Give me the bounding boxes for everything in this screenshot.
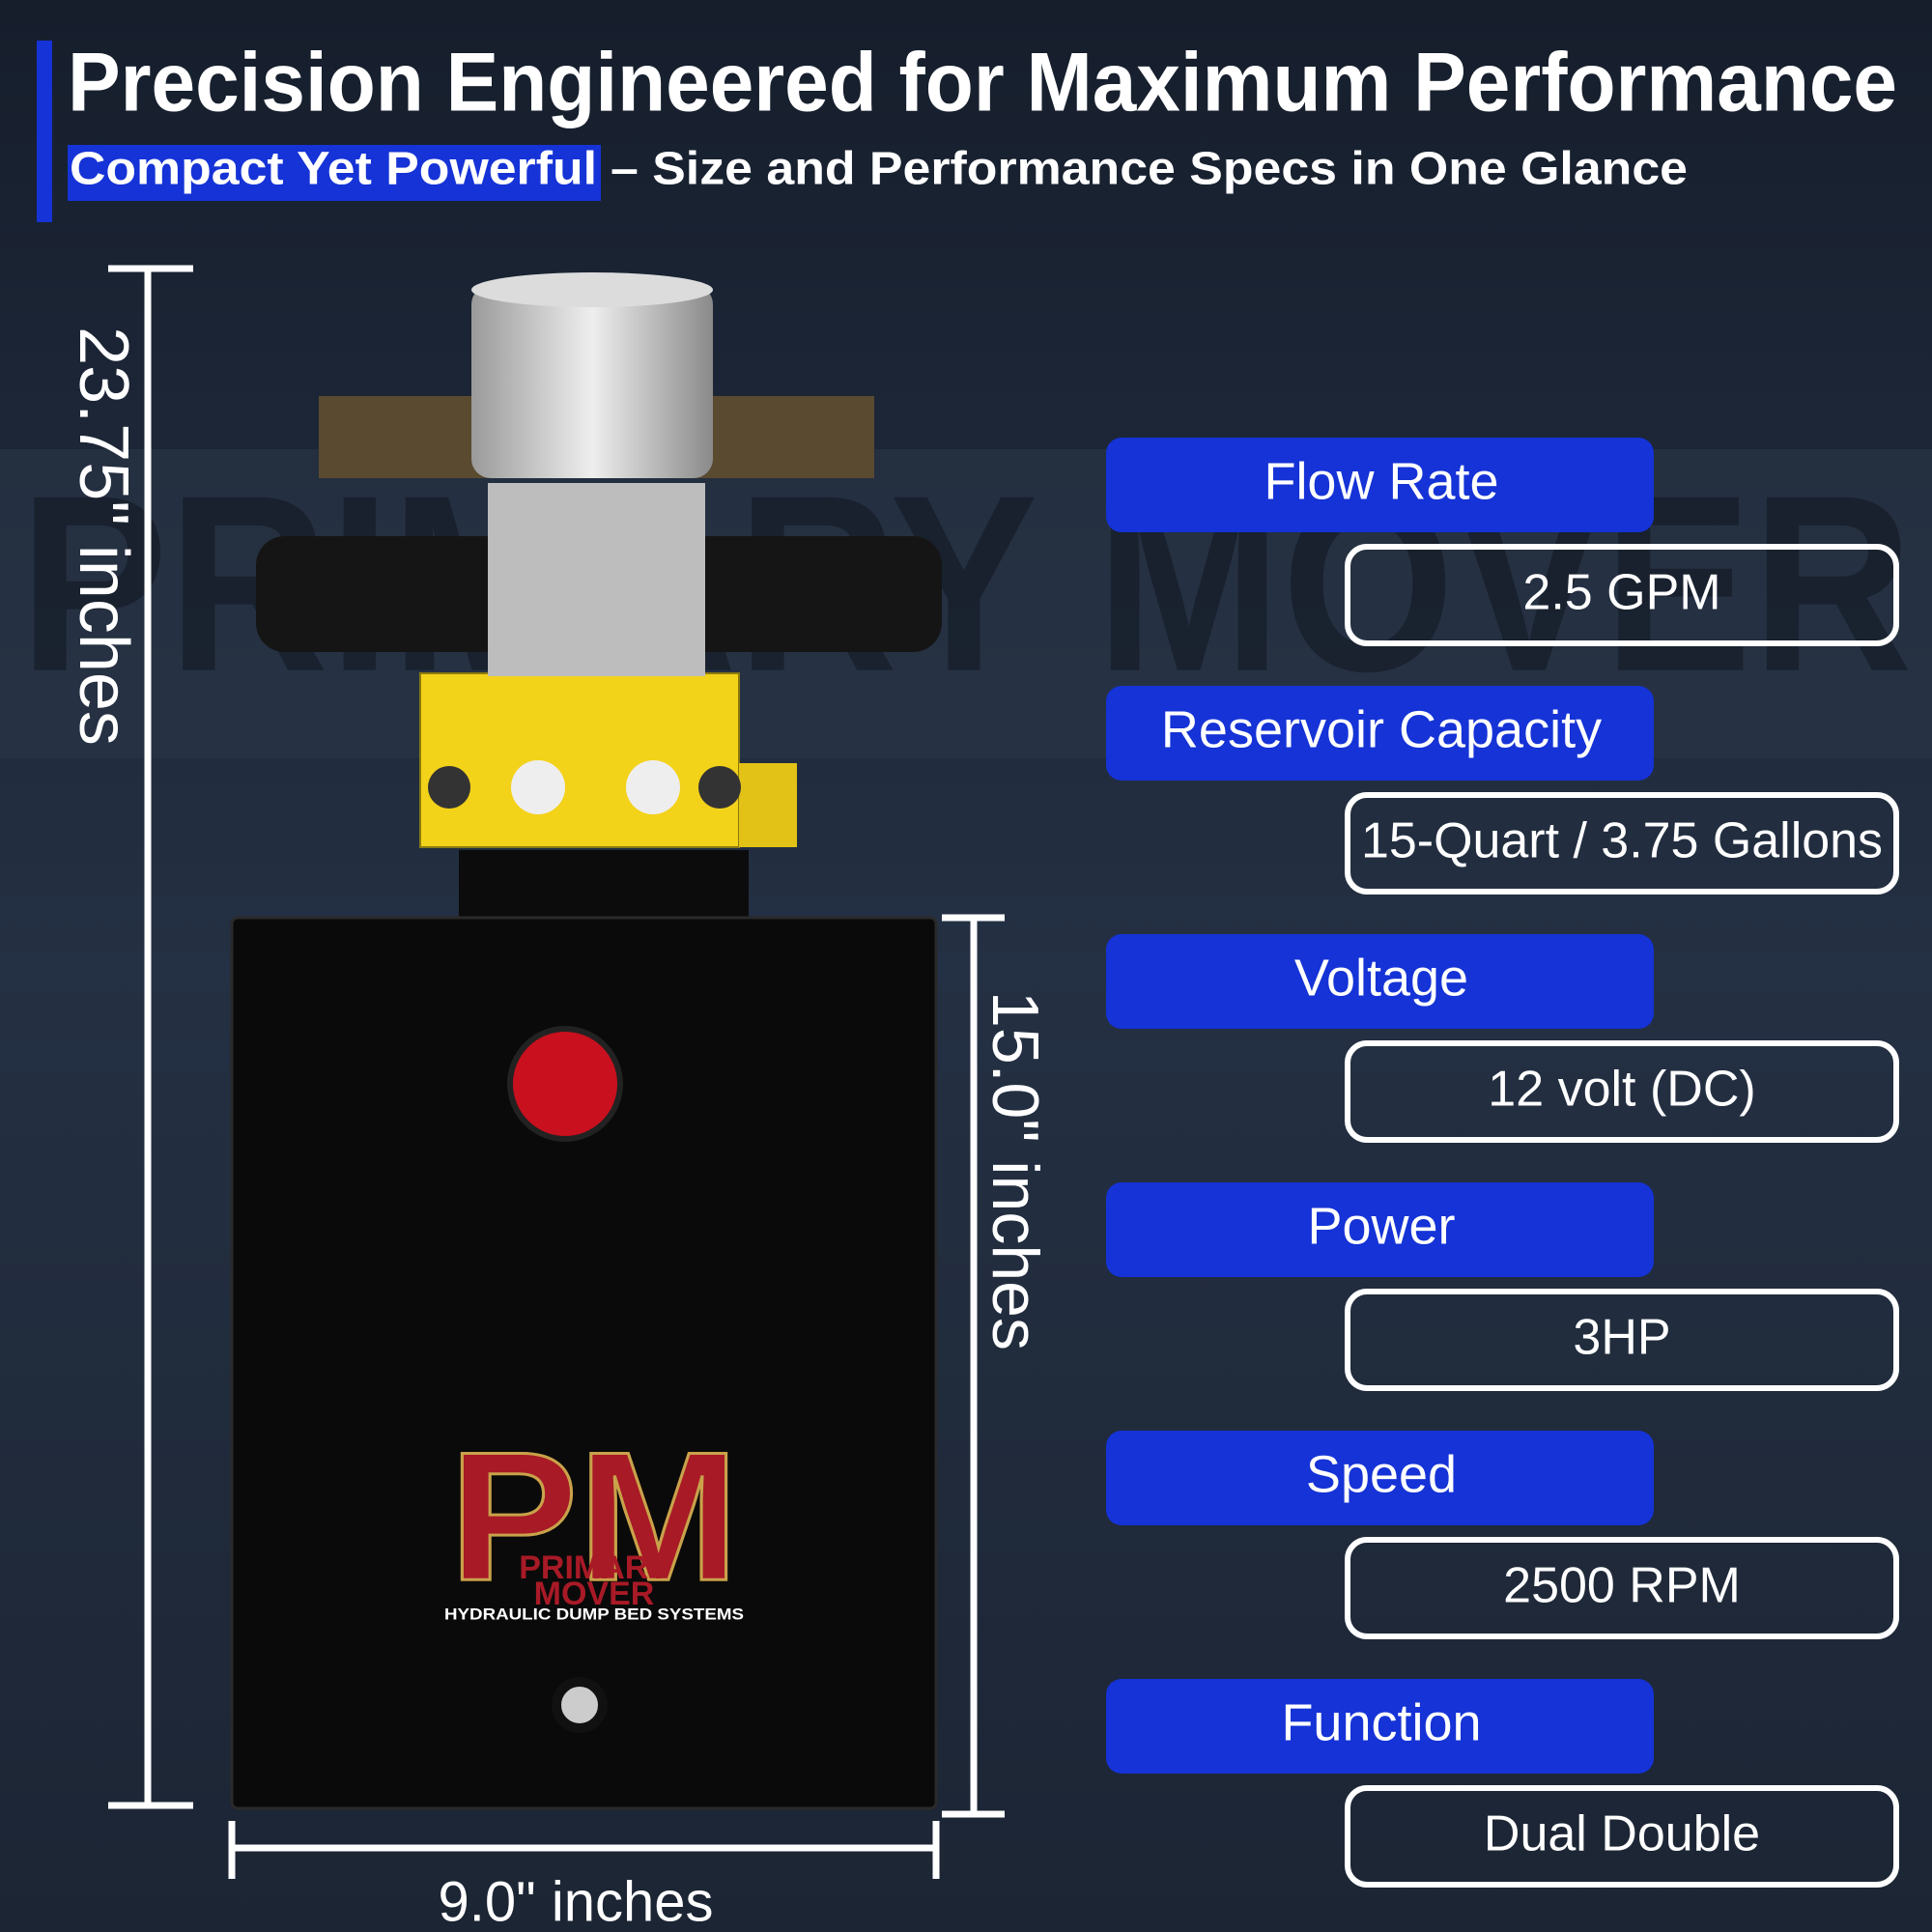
title: Precision Engineered for Maximum Perform…	[68, 37, 1897, 129]
accent-bar	[37, 41, 52, 222]
spec-value: 12 volt (DC)	[1488, 1062, 1755, 1118]
spec-value-box	[1345, 792, 1899, 895]
tank-height-label: 15.0" inches	[979, 991, 1052, 1350]
spec-label-bg	[1106, 1182, 1654, 1277]
logo: PM PRIMARY MOVER HYDRAULIC DUMP BED SYST…	[444, 1413, 744, 1624]
spec-label-bg	[1106, 686, 1654, 781]
spec-value-box	[1345, 544, 1899, 646]
spec-label: Flow Rate	[1264, 452, 1498, 510]
total-height-label: 23.75" inches	[65, 327, 142, 746]
spec-label-bg	[1106, 934, 1654, 1029]
spec-label: Voltage	[1294, 949, 1468, 1007]
spec-label: Speed	[1306, 1445, 1457, 1503]
spec-list: Flow Rate 2.5 GPM Reservoir Capacity 15-Qua…	[1106, 438, 1899, 1888]
spec-value: 2500 RPM	[1503, 1558, 1741, 1614]
subtitle: – Size and Performance Specs in One Glan…	[611, 144, 1688, 195]
spec-value: 15-Quart / 3.75 Gallons	[1361, 813, 1883, 869]
logo-brand: PRIMARY	[519, 1549, 669, 1586]
subtitle-highlight-bg	[68, 145, 601, 201]
spec-value-box	[1345, 1785, 1899, 1888]
spec-label: Function	[1281, 1693, 1481, 1751]
spec-label: Power	[1307, 1197, 1455, 1255]
width-label: 9.0" inches	[439, 1870, 714, 1932]
dimension-lines	[108, 265, 1005, 1879]
subtitle-highlight: Compact Yet Powerful	[70, 144, 597, 195]
logo-tagline: HYDRAULIC DUMP BED SYSTEMS	[444, 1605, 744, 1623]
spec-label-bg	[1106, 438, 1654, 532]
logo-mark: PM	[449, 1414, 739, 1619]
spec-value: 2.5 GPM	[1522, 565, 1720, 621]
product	[230, 272, 942, 1810]
spec-label-bg	[1106, 1679, 1654, 1774]
logo-brand: MOVER	[534, 1576, 655, 1612]
spec-value-box	[1345, 1040, 1899, 1143]
spec-value-box	[1345, 1289, 1899, 1391]
spec-label: Reservoir Capacity	[1161, 700, 1602, 758]
spec-label-bg	[1106, 1431, 1654, 1525]
spec-value: Dual Double	[1484, 1806, 1760, 1862]
spec-value-box	[1345, 1537, 1899, 1639]
spec-value: 3HP	[1573, 1310, 1670, 1366]
